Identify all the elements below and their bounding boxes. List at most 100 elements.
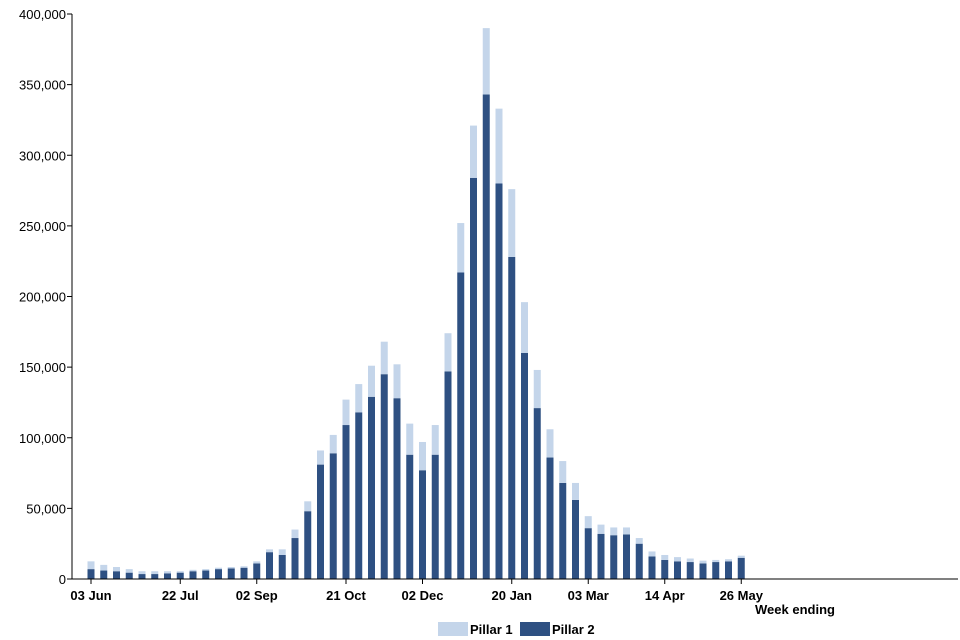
bar-pillar-1	[329, 434, 337, 454]
bar-pillar-2	[699, 563, 707, 579]
bar-pillar-2	[623, 534, 630, 579]
bar-pillar-2	[635, 543, 643, 579]
bar-pillar-2	[291, 538, 299, 579]
bar-pillar-2	[380, 374, 388, 579]
legend: Pillar 1 Pillar 2	[438, 622, 595, 637]
bar-pillar-2	[317, 464, 324, 579]
y-tick-label: 350,000	[19, 78, 66, 93]
bar-pillar-2	[508, 256, 516, 579]
x-tick-label: 03 Jun	[70, 588, 111, 603]
bar-pillar-1	[610, 527, 618, 536]
bar-pillar-1	[661, 554, 669, 560]
bar-pillar-2	[661, 559, 669, 579]
y-tick-label: 150,000	[19, 360, 66, 375]
bar-pillar-2	[87, 569, 95, 579]
x-tick-label: 03 Mar	[568, 588, 609, 603]
bar-pillar-1	[368, 365, 375, 397]
bar-pillar-1	[737, 555, 745, 558]
bar-pillar-2	[419, 470, 426, 579]
bar-pillar-1	[482, 28, 490, 95]
bar-pillar-1	[215, 567, 222, 570]
bar-pillar-1	[597, 524, 605, 534]
bar-pillar-1	[291, 529, 299, 539]
bar-pillar-1	[113, 566, 120, 572]
bar-pillar-1	[176, 571, 184, 573]
bar-pillar-1	[317, 450, 324, 465]
y-axis: 0 50,000 100,000 150,000 200,000 250,000 300,0…	[19, 7, 73, 587]
bar-pillar-1	[393, 364, 401, 399]
bar-pillar-2	[368, 396, 375, 579]
x-tick-label: 02 Dec	[402, 588, 444, 603]
bar-pillar-1	[686, 558, 694, 563]
x-tick-label: 02 Sep	[236, 588, 278, 603]
bar-pillar-1	[100, 564, 108, 571]
bar-pillar-2	[151, 574, 159, 579]
bar-pillar-1	[240, 566, 248, 568]
bar-pillar-2	[176, 572, 184, 579]
x-tick-label: 21 Oct	[326, 588, 366, 603]
y-tick-label: 200,000	[19, 290, 66, 305]
bar-pillar-2	[227, 568, 235, 579]
bar-pillar-1	[151, 571, 159, 575]
legend-swatch	[520, 622, 550, 636]
bar-pillar-2	[674, 561, 681, 579]
bar-pillar-2	[266, 552, 273, 579]
x-tick-label: 20 Jan	[492, 588, 533, 603]
bar-pillar-1	[266, 549, 273, 553]
bar-pillar-2	[584, 528, 592, 579]
y-tick-label: 0	[59, 572, 66, 587]
bar-pillar-1	[533, 369, 541, 409]
bar-pillar-1	[674, 557, 681, 562]
bar-pillar-1	[584, 516, 592, 529]
y-tick-label: 50,000	[26, 501, 66, 516]
bar-pillar-1	[253, 561, 261, 564]
bar-pillar-2	[444, 371, 452, 579]
bar-pillar-1	[164, 571, 171, 574]
bar-pillar-2	[470, 177, 477, 579]
bar-pillar-2	[406, 454, 414, 579]
bar-pillar-1	[304, 501, 312, 512]
bar-pillar-2	[113, 571, 120, 579]
y-tick-label: 100,000	[19, 431, 66, 446]
bar-pillar-2	[329, 453, 337, 579]
bar-pillar-2	[278, 554, 286, 579]
bar-pillar-2	[457, 272, 465, 579]
x-axis-title: Week ending	[755, 602, 835, 617]
bar-pillar-2	[202, 570, 210, 579]
bar-pillar-2	[597, 533, 605, 579]
bar-pillar-2	[125, 572, 133, 579]
bar-pillar-2	[559, 482, 567, 579]
bar-pillar-1	[521, 302, 528, 353]
bar-pillar-2	[189, 571, 197, 579]
bar-pillar-2	[240, 567, 248, 579]
bar-pillar-2	[610, 535, 618, 579]
bar-pillar-2	[431, 454, 439, 579]
y-tick-label: 300,000	[19, 148, 66, 163]
bar-pillar-2	[533, 408, 541, 579]
x-axis: 03 Jun 22 Jul 02 Sep 21 Oct 02 Dec 20 Jan 03 M…	[70, 578, 958, 603]
bar-pillar-1	[699, 560, 707, 564]
bar-pillar-2	[495, 183, 503, 579]
bar-pillar-1	[342, 399, 350, 426]
bar-pillar-1	[406, 423, 414, 455]
bar-pillar-1	[648, 551, 656, 557]
legend-label: Pillar 2	[552, 622, 595, 637]
bar-pillar-2	[712, 562, 720, 579]
x-tick-label: 14 Apr	[645, 588, 685, 603]
bar-pillar-1	[559, 461, 567, 483]
x-tick-label: 26 May	[720, 588, 764, 603]
x-tick-label: 22 Jul	[162, 588, 199, 603]
bar-pillar-1	[623, 527, 630, 535]
bar-pillar-1	[278, 549, 286, 555]
bar-pillar-1	[444, 333, 452, 372]
bar-pillar-2	[138, 574, 146, 579]
y-tick-label: 400,000	[19, 7, 66, 22]
bar-pillar-1	[227, 566, 235, 569]
bar-pillar-2	[521, 353, 528, 579]
bar-pillar-2	[355, 412, 363, 579]
bar-pillar-2	[546, 457, 554, 579]
bar-pillar-1	[712, 559, 720, 563]
bar-pillar-2	[725, 561, 732, 579]
bar-pillar-1	[495, 108, 503, 184]
